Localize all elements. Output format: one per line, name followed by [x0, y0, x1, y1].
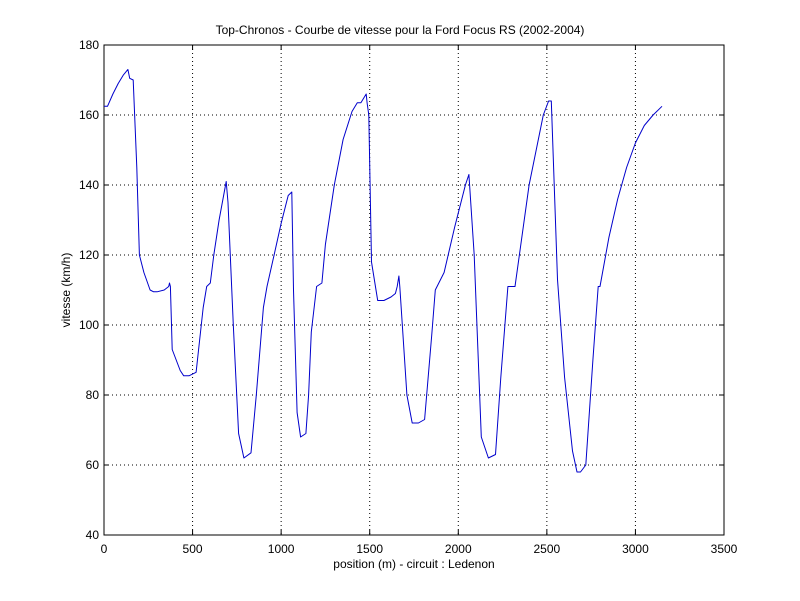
x-tick-label: 2000: [445, 542, 472, 556]
x-tick-label: 2500: [534, 542, 561, 556]
x-tick-label: 1000: [268, 542, 295, 556]
x-tick-label: 3000: [622, 542, 649, 556]
x-tick-label: 1500: [356, 542, 383, 556]
y-tick-label: 160: [79, 108, 99, 122]
x-tick-label: 3500: [711, 542, 738, 556]
y-tick-label: 40: [86, 528, 100, 542]
y-tick-label: 100: [79, 318, 99, 332]
x-tick-label: 500: [183, 542, 203, 556]
x-axis-label: position (m) - circuit : Ledenon: [333, 557, 495, 571]
chart-title: Top-Chronos - Courbe de vitesse pour la …: [215, 23, 585, 37]
y-tick-label: 60: [86, 458, 100, 472]
y-tick-label: 120: [79, 248, 99, 262]
y-tick-label: 80: [86, 388, 100, 402]
plot-frame: [103, 44, 725, 536]
x-tick-label: 0: [101, 542, 108, 556]
speed-series-line: [104, 69, 663, 473]
y-tick-label: 180: [79, 38, 99, 52]
y-tick-label: 140: [79, 178, 99, 192]
